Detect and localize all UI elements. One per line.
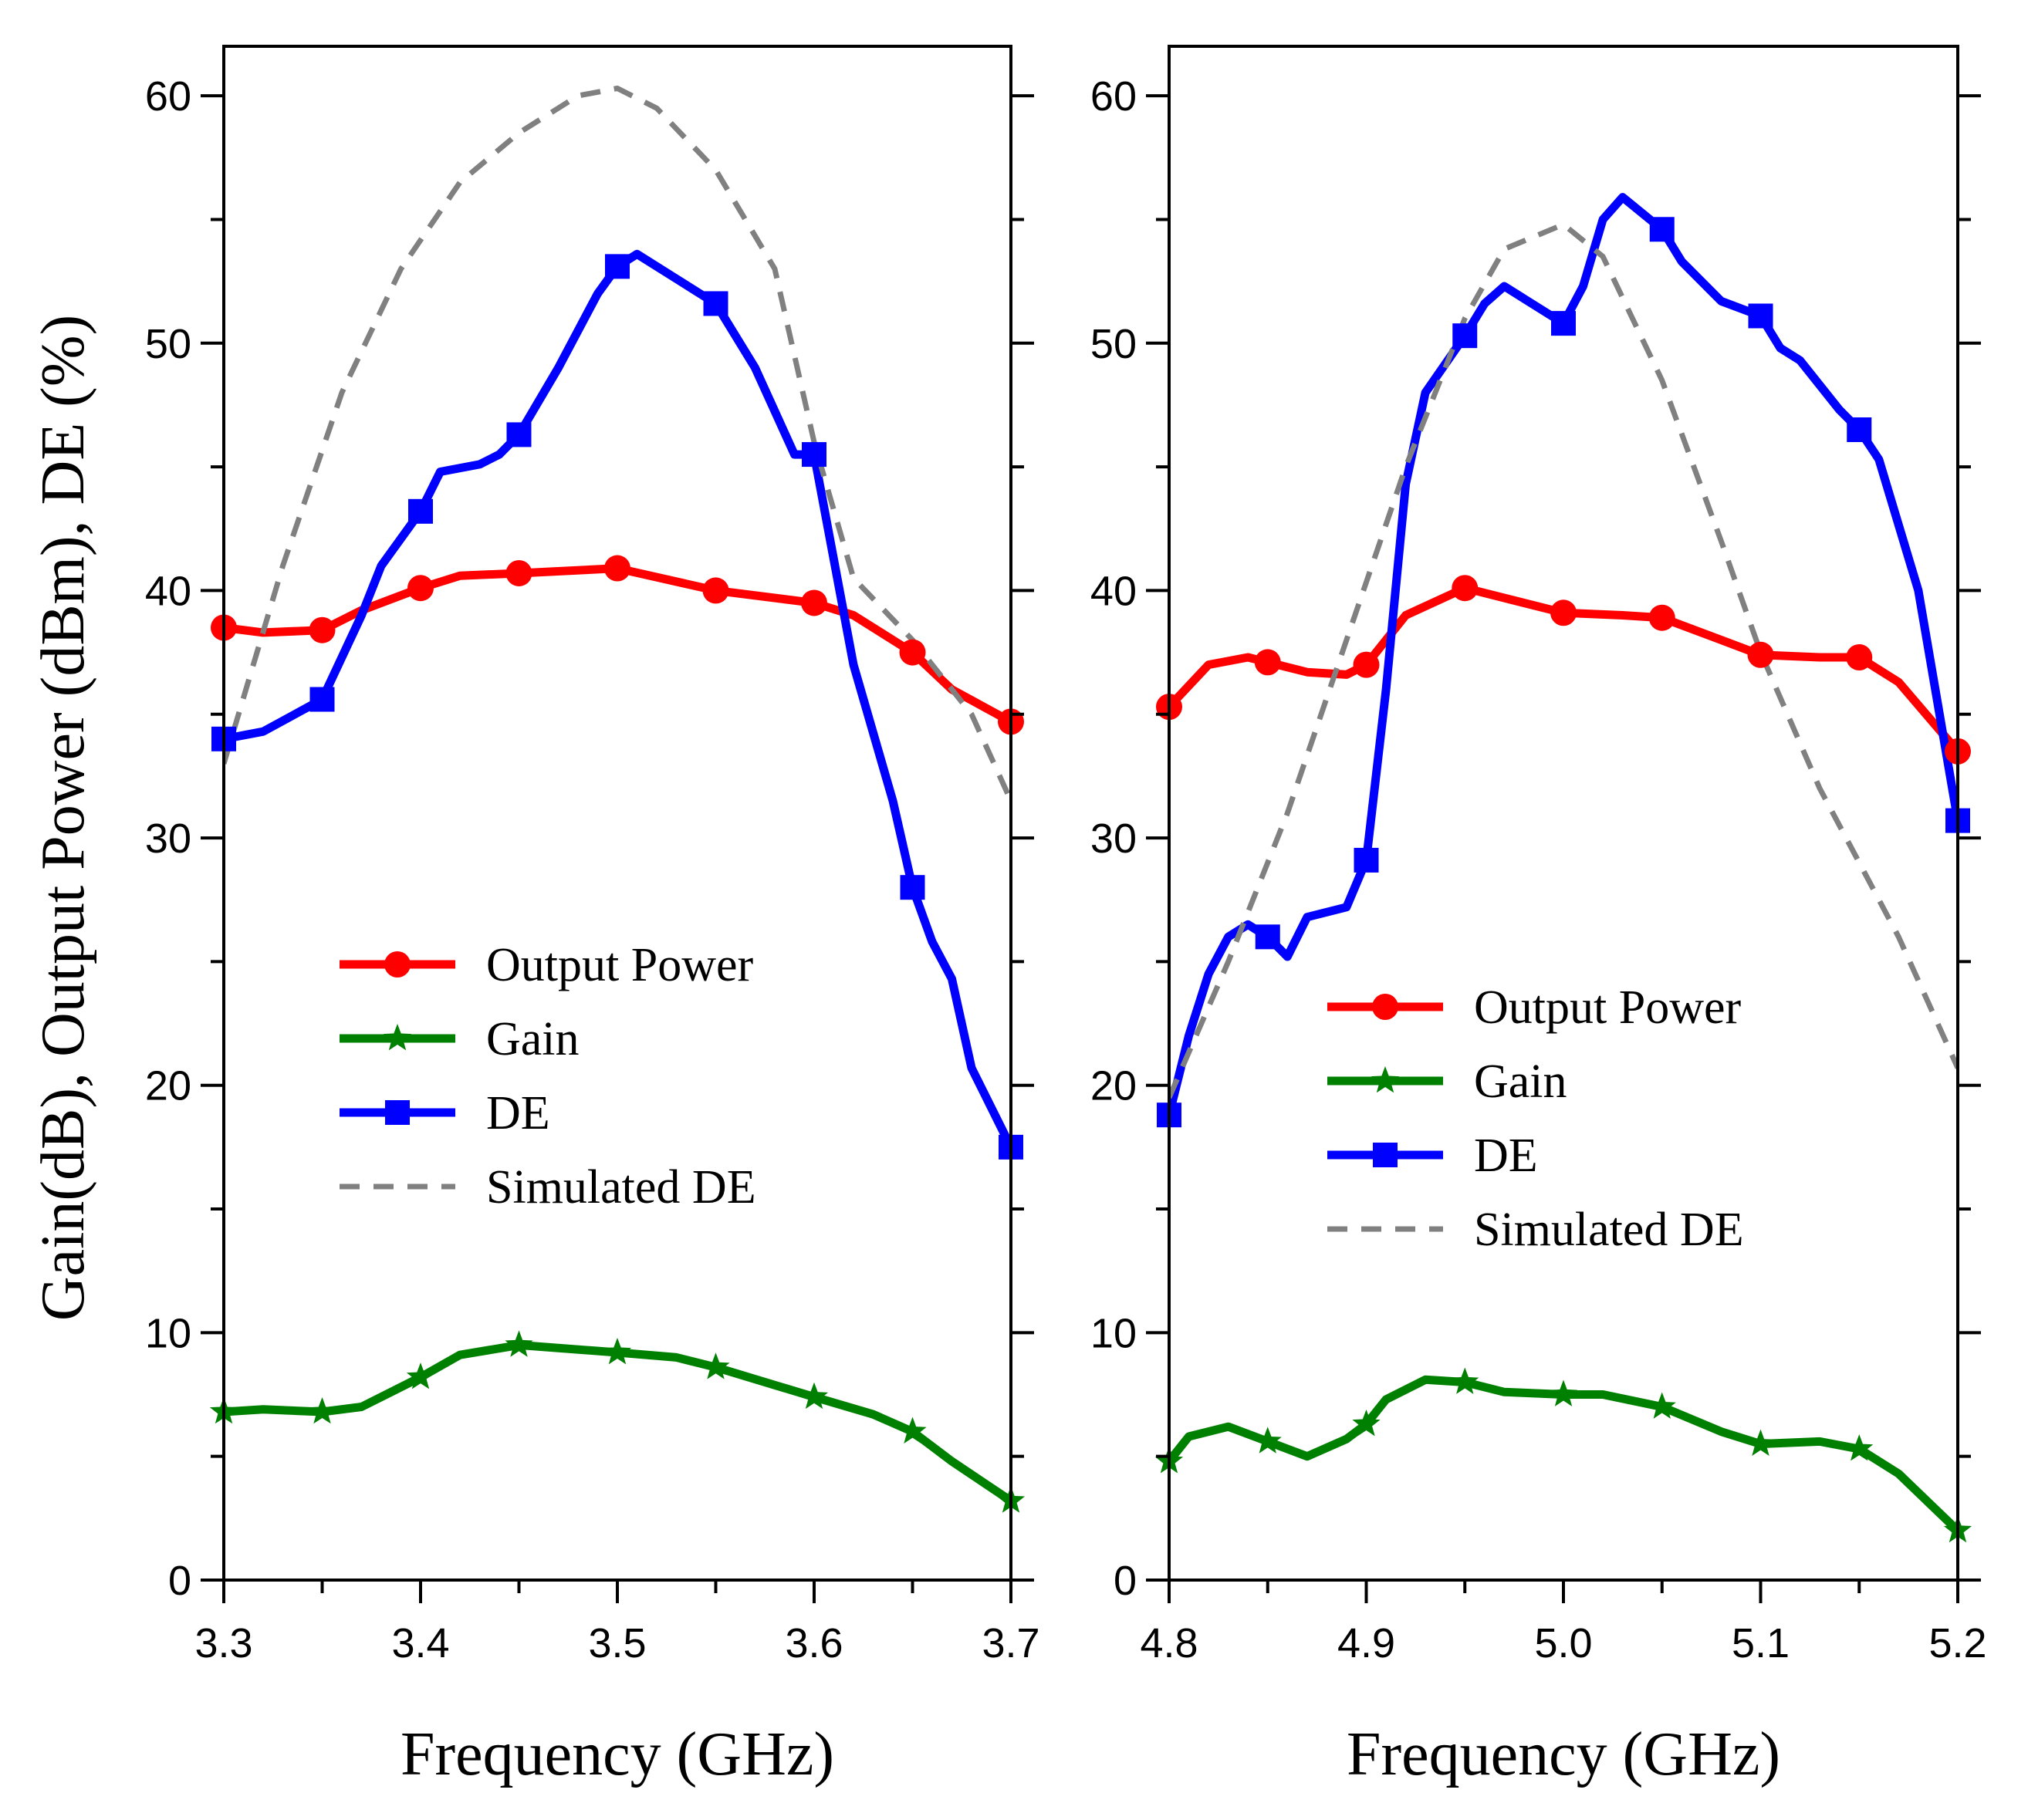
legend-label-output-power: Output Power xyxy=(1474,981,1742,1034)
y-tick-label: 10 xyxy=(145,1310,191,1356)
data-point-de xyxy=(1452,323,1478,349)
data-point-output-power xyxy=(702,577,729,604)
data-point-de xyxy=(1847,417,1872,442)
legend-marker-output-power xyxy=(1372,994,1398,1020)
panel-right: 0 10 20 30 40 50 60 4.8 4.9 5.0 5.1 5.2 Frequency (G… xyxy=(1090,45,1987,1788)
series-line-gain xyxy=(1169,1375,1958,1535)
data-point-de xyxy=(605,254,630,279)
x-tick-label: 4.9 xyxy=(1337,1620,1395,1666)
data-point-de xyxy=(506,422,532,447)
data-point-gain xyxy=(898,1416,927,1444)
y-tick-label: 60 xyxy=(1090,73,1137,120)
y-tick-label: 40 xyxy=(1090,568,1137,614)
data-point-gain xyxy=(1253,1427,1282,1454)
data-point-gain xyxy=(799,1382,829,1410)
panel-left: 0 10 20 30 40 50 60 3.3 3.4 3.5 3.6 3.7 Frequency (G… xyxy=(145,45,1040,1788)
y-tick-label: 20 xyxy=(145,1063,191,1109)
data-point-gain xyxy=(1549,1379,1578,1406)
y-tick-label: 0 xyxy=(168,1558,191,1604)
data-point-gain xyxy=(1352,1410,1381,1437)
data-point-de xyxy=(1649,217,1675,242)
legend-marker-de xyxy=(385,1100,410,1125)
data-point-de xyxy=(1354,847,1379,873)
plot-area xyxy=(224,86,1011,1505)
series-line-simulated-de xyxy=(1169,221,1958,1099)
series-line-output-power xyxy=(224,564,1011,726)
series-line-simulated-de xyxy=(224,86,1011,802)
data-point-gain xyxy=(1648,1392,1676,1419)
legend-marker-gain xyxy=(1371,1066,1400,1093)
y-tick-label: 30 xyxy=(145,815,191,862)
data-point-output-power xyxy=(1550,599,1577,626)
y-tick-label: 50 xyxy=(1090,321,1137,367)
data-point-output-power xyxy=(1648,604,1675,631)
x-tick-label: 3.3 xyxy=(194,1620,252,1666)
data-point-gain xyxy=(406,1362,435,1389)
y-tick-label: 10 xyxy=(1090,1310,1137,1356)
y-tick-label: 40 xyxy=(145,568,191,614)
y-tick-label: 50 xyxy=(145,321,191,367)
x-tick-label: 3.6 xyxy=(785,1620,843,1666)
y-tick-label: 0 xyxy=(1114,1558,1137,1604)
legend-label-gain: Gain xyxy=(486,1013,580,1065)
legend-marker-gain xyxy=(383,1024,412,1051)
legend-label-de: DE xyxy=(486,1087,550,1140)
y-tick-label: 60 xyxy=(145,73,191,120)
plot-area xyxy=(1169,193,1958,1535)
x-tick-label: 3.7 xyxy=(982,1620,1039,1666)
legend: Output Power Gain DE Simulated DE xyxy=(340,939,756,1214)
x-axis-title: Frequency (GHz) xyxy=(401,1720,834,1788)
data-point-gain xyxy=(1451,1367,1479,1394)
legend-label-simulated-de: Simulated DE xyxy=(1474,1204,1744,1256)
data-point-output-power xyxy=(899,639,926,666)
x-tick-label: 5.2 xyxy=(1928,1620,1986,1666)
data-point-de xyxy=(408,498,433,524)
legend-label-output-power: Output Power xyxy=(486,939,754,991)
data-point-de xyxy=(1551,311,1576,336)
data-point-de xyxy=(1255,924,1280,950)
legend-marker-output-power xyxy=(384,951,411,978)
y-tick-label: 20 xyxy=(1090,1063,1137,1109)
legend-label-de: DE xyxy=(1474,1129,1538,1182)
y-tick-label: 30 xyxy=(1090,815,1137,862)
x-tick-label: 3.4 xyxy=(391,1620,449,1666)
legend-marker-de xyxy=(1373,1143,1398,1167)
data-point-gain xyxy=(505,1330,533,1357)
data-point-gain xyxy=(1845,1434,1874,1461)
data-point-output-power xyxy=(1747,641,1774,668)
x-tick-label: 5.0 xyxy=(1534,1620,1592,1666)
data-point-output-power xyxy=(1452,575,1479,602)
x-axis-title: Frequency (GHz) xyxy=(1347,1720,1780,1788)
series-line-de xyxy=(224,249,1011,1152)
data-point-output-power xyxy=(407,575,434,602)
data-point-output-power xyxy=(801,589,827,616)
data-point-de xyxy=(802,442,826,468)
data-point-de xyxy=(900,875,925,900)
data-point-gain xyxy=(1746,1429,1775,1456)
data-point-gain xyxy=(308,1397,336,1424)
data-point-output-power xyxy=(1846,643,1873,670)
y-axis-title: Gain(dB), Output Power (dBm), DE (%) xyxy=(29,315,97,1321)
data-point-output-power xyxy=(1353,651,1380,678)
legend-label-gain: Gain xyxy=(1474,1055,1567,1108)
data-point-output-power xyxy=(1254,649,1281,676)
data-point-de xyxy=(1748,303,1773,329)
x-tick-label: 5.1 xyxy=(1732,1620,1790,1666)
series-line-gain xyxy=(224,1340,1011,1505)
data-point-de xyxy=(309,687,335,712)
legend: Output Power Gain DE Simulated DE xyxy=(1327,981,1744,1256)
data-point-gain xyxy=(603,1338,632,1365)
data-point-de xyxy=(703,291,728,316)
data-point-gain xyxy=(701,1352,730,1379)
x-tick-label: 3.5 xyxy=(588,1620,646,1666)
data-point-output-power xyxy=(309,616,336,643)
data-point-output-power xyxy=(604,555,630,582)
data-point-output-power xyxy=(505,559,532,586)
x-tick-label: 4.8 xyxy=(1140,1620,1198,1666)
legend-label-simulated-de: Simulated DE xyxy=(486,1161,756,1214)
